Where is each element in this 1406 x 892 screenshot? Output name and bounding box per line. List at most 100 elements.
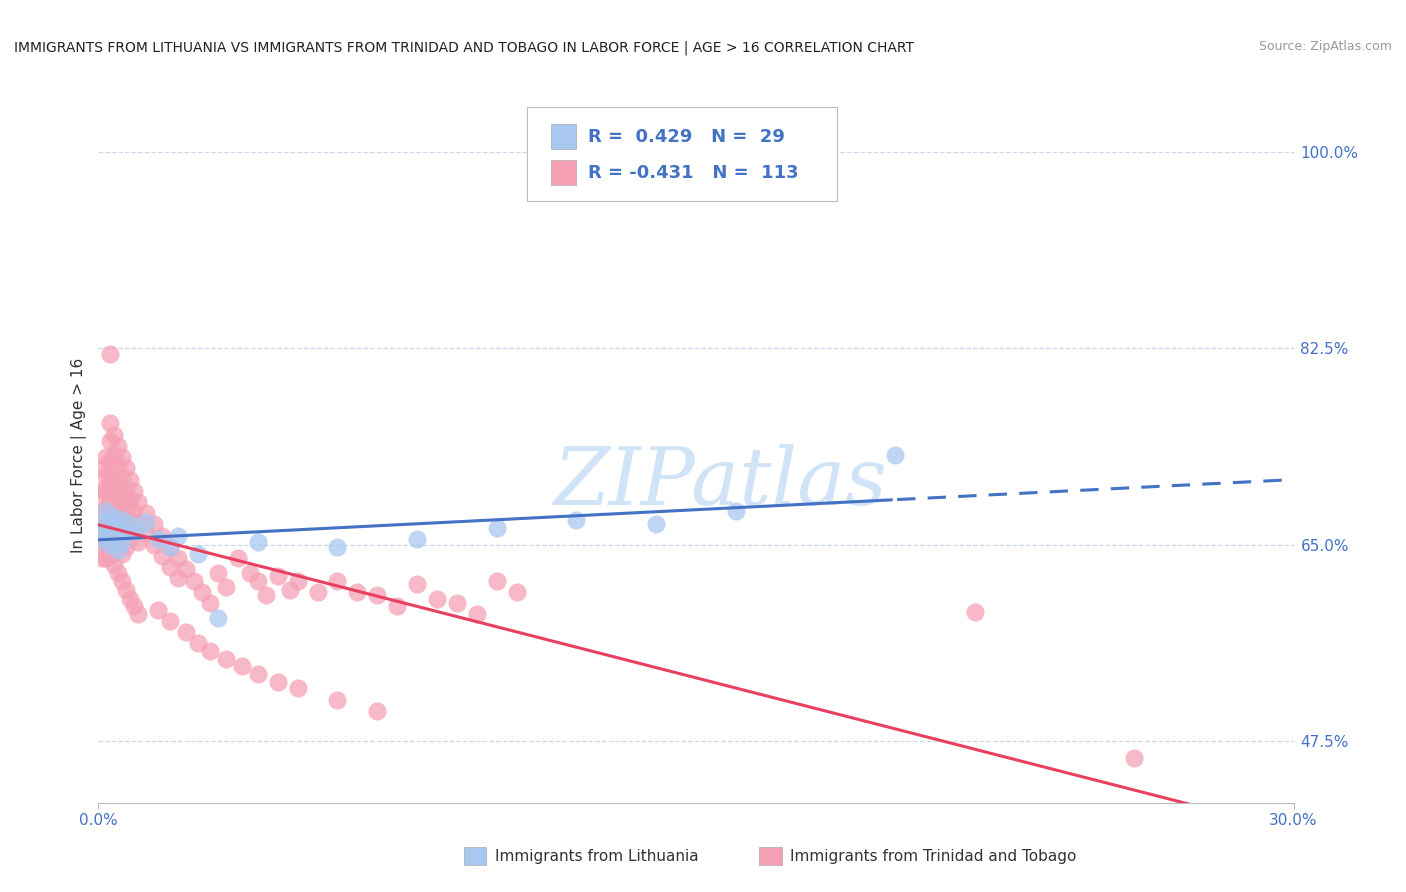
Point: [107, 499, 129, 513]
Point: [115, 501, 138, 516]
Point: [287, 574, 309, 588]
Point: [107, 535, 129, 549]
Point: [135, 515, 157, 529]
Point: [91, 461, 114, 475]
Point: [107, 439, 129, 453]
Point: [127, 535, 149, 549]
Point: [98, 509, 122, 524]
Point: [111, 509, 134, 524]
Point: [485, 521, 508, 535]
Point: [96, 517, 118, 532]
Point: [98, 347, 122, 361]
Point: [103, 558, 125, 572]
Text: Source: ZipAtlas.com: Source: ZipAtlas.com: [1258, 40, 1392, 54]
Point: [115, 526, 138, 541]
Point: [565, 513, 588, 527]
Point: [115, 521, 138, 535]
Point: [366, 704, 388, 718]
Point: [103, 509, 125, 524]
Point: [96, 501, 118, 516]
Point: [183, 574, 205, 588]
Point: [127, 515, 149, 529]
Point: [98, 538, 122, 552]
Point: [148, 532, 170, 546]
Point: [346, 584, 368, 599]
Point: [187, 547, 209, 561]
Point: [127, 607, 149, 622]
Point: [207, 566, 229, 580]
Point: [159, 540, 181, 554]
Text: R = -0.431   N =  113: R = -0.431 N = 113: [588, 163, 799, 181]
Point: [385, 599, 409, 614]
Point: [963, 605, 986, 619]
Point: [215, 652, 238, 666]
Point: [148, 603, 170, 617]
Point: [120, 492, 142, 507]
Point: [159, 560, 181, 574]
Point: [115, 461, 138, 475]
Point: [107, 517, 129, 532]
Point: [267, 674, 290, 689]
Point: [120, 517, 142, 532]
Point: [91, 504, 114, 518]
Point: [111, 513, 134, 527]
Point: [107, 543, 129, 558]
Text: R =  0.429   N =  29: R = 0.429 N = 29: [588, 128, 785, 146]
Point: [465, 607, 488, 622]
Point: [246, 574, 269, 588]
Point: [506, 584, 529, 599]
Point: [135, 506, 157, 520]
Point: [135, 526, 157, 541]
Point: [107, 479, 129, 493]
Point: [159, 614, 181, 628]
Point: [98, 491, 122, 505]
Point: [174, 625, 197, 640]
Point: [127, 495, 149, 509]
Point: [239, 566, 262, 580]
Point: [96, 526, 118, 541]
Point: [215, 580, 238, 594]
Point: [98, 515, 122, 529]
Point: [124, 524, 146, 539]
Point: [91, 521, 114, 535]
Point: [103, 487, 125, 501]
Point: [96, 504, 118, 518]
Point: [143, 517, 166, 532]
Point: [96, 551, 118, 566]
Point: [98, 434, 122, 449]
Point: [485, 574, 508, 588]
Point: [159, 540, 181, 554]
Point: [103, 524, 125, 539]
Point: [406, 577, 429, 591]
Point: [107, 566, 129, 580]
Text: ZIPatlas: ZIPatlas: [553, 444, 887, 522]
Point: [98, 543, 122, 558]
Point: [307, 584, 329, 599]
Point: [191, 584, 214, 599]
Point: [91, 515, 114, 529]
Point: [326, 692, 349, 706]
Point: [187, 636, 209, 650]
Point: [91, 532, 114, 546]
Point: [254, 588, 277, 602]
Point: [91, 487, 114, 501]
Point: [98, 526, 122, 541]
Point: [226, 551, 249, 566]
Point: [1123, 751, 1146, 765]
Y-axis label: In Labor Force | Age > 16: In Labor Force | Age > 16: [72, 358, 87, 552]
Point: [426, 591, 449, 606]
Point: [246, 666, 269, 681]
Point: [167, 551, 190, 566]
Point: [150, 529, 173, 543]
Point: [103, 468, 125, 483]
Point: [91, 482, 114, 496]
Point: [103, 529, 125, 543]
Point: [98, 417, 122, 431]
Point: [326, 574, 349, 588]
Point: [96, 468, 118, 483]
Point: [115, 582, 138, 597]
Point: [103, 427, 125, 442]
Point: [406, 532, 429, 546]
Point: [198, 596, 221, 610]
Point: [366, 588, 388, 602]
